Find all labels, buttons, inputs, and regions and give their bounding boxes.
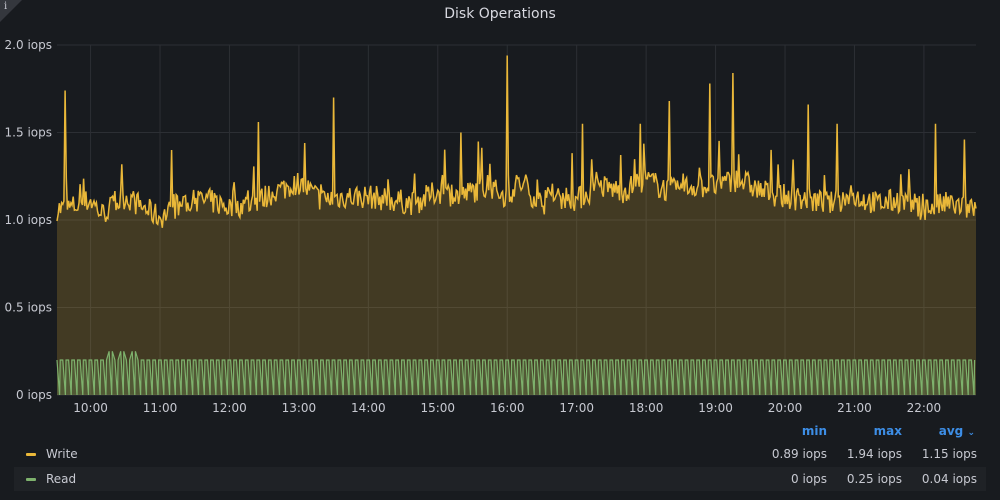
x-tick-label: 12:00	[212, 401, 247, 415]
legend-header-avg[interactable]: avg ⌄	[905, 424, 975, 438]
x-tick-label: 11:00	[143, 401, 178, 415]
chevron-down-icon: ⌄	[967, 428, 975, 438]
x-tick-label: 14:00	[351, 401, 386, 415]
legend-row-read[interactable]: Read 0 iops 0.25 iops 0.04 iops	[14, 467, 986, 491]
x-tick-label: 15:00	[420, 401, 455, 415]
read-area-fill	[57, 351, 976, 395]
y-axis-ticks: 0 iops 0.5 iops 1.0 iops 1.5 iops 2.0 iops	[5, 38, 52, 402]
legend-max-value: 1.94 iops	[846, 447, 902, 461]
legend-max-value: 0.25 iops	[846, 472, 902, 486]
legend-series-name[interactable]: Write	[46, 447, 78, 461]
x-tick-label: 20:00	[768, 401, 803, 415]
x-tick-label: 22:00	[907, 401, 942, 415]
legend-min-value: 0.89 iops	[771, 447, 827, 461]
x-axis-ticks: 10:00 11:00 12:00 13:00 14:00 15:00 16:00 17:00…	[73, 401, 941, 415]
legend-avg-value: 1.15 iops	[921, 447, 977, 461]
y-tick-label: 2.0 iops	[5, 38, 52, 52]
x-tick-label: 13:00	[282, 401, 317, 415]
legend-avg-value: 0.04 iops	[921, 472, 977, 486]
series-read	[56, 351, 976, 396]
write-area-fill	[57, 55, 976, 395]
legend-series-name[interactable]: Read	[46, 472, 77, 486]
time-series-chart[interactable]: 0 iops 0.5 iops 1.0 iops 1.5 iops 2.0 iops 1…	[0, 0, 1000, 420]
legend-row-write[interactable]: Write 0.89 iops 1.94 iops 1.15 iops	[14, 442, 986, 466]
info-icon[interactable]: i	[4, 1, 8, 12]
x-tick-label: 17:00	[559, 401, 594, 415]
legend-header-max[interactable]: max	[873, 424, 902, 438]
legend-header-min[interactable]: min	[801, 424, 827, 438]
x-tick-label: 10:00	[73, 401, 108, 415]
x-tick-label: 21:00	[837, 401, 872, 415]
info-corner[interactable]	[0, 0, 22, 22]
legend-swatch-read	[26, 478, 36, 481]
legend-swatch-write	[26, 453, 36, 456]
grid-lines	[57, 44, 976, 396]
write-line	[56, 55, 977, 228]
legend-header-avg-label: avg	[938, 424, 964, 438]
x-tick-label: 16:00	[490, 401, 525, 415]
read-line	[56, 351, 976, 396]
y-tick-label: 0.5 iops	[5, 301, 52, 315]
y-tick-label: 1.0 iops	[5, 213, 52, 227]
y-tick-label: 0 iops	[16, 388, 52, 402]
y-tick-label: 1.5 iops	[5, 126, 52, 140]
series-write	[56, 55, 977, 395]
panel-title: Disk Operations	[444, 6, 556, 22]
legend-min-value: 0 iops	[791, 472, 827, 486]
x-tick-label: 18:00	[629, 401, 664, 415]
x-tick-label: 19:00	[698, 401, 733, 415]
